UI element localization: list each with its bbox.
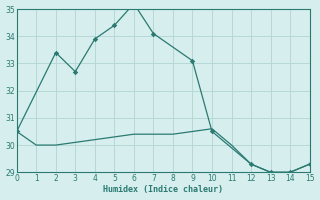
X-axis label: Humidex (Indice chaleur): Humidex (Indice chaleur): [103, 185, 223, 194]
